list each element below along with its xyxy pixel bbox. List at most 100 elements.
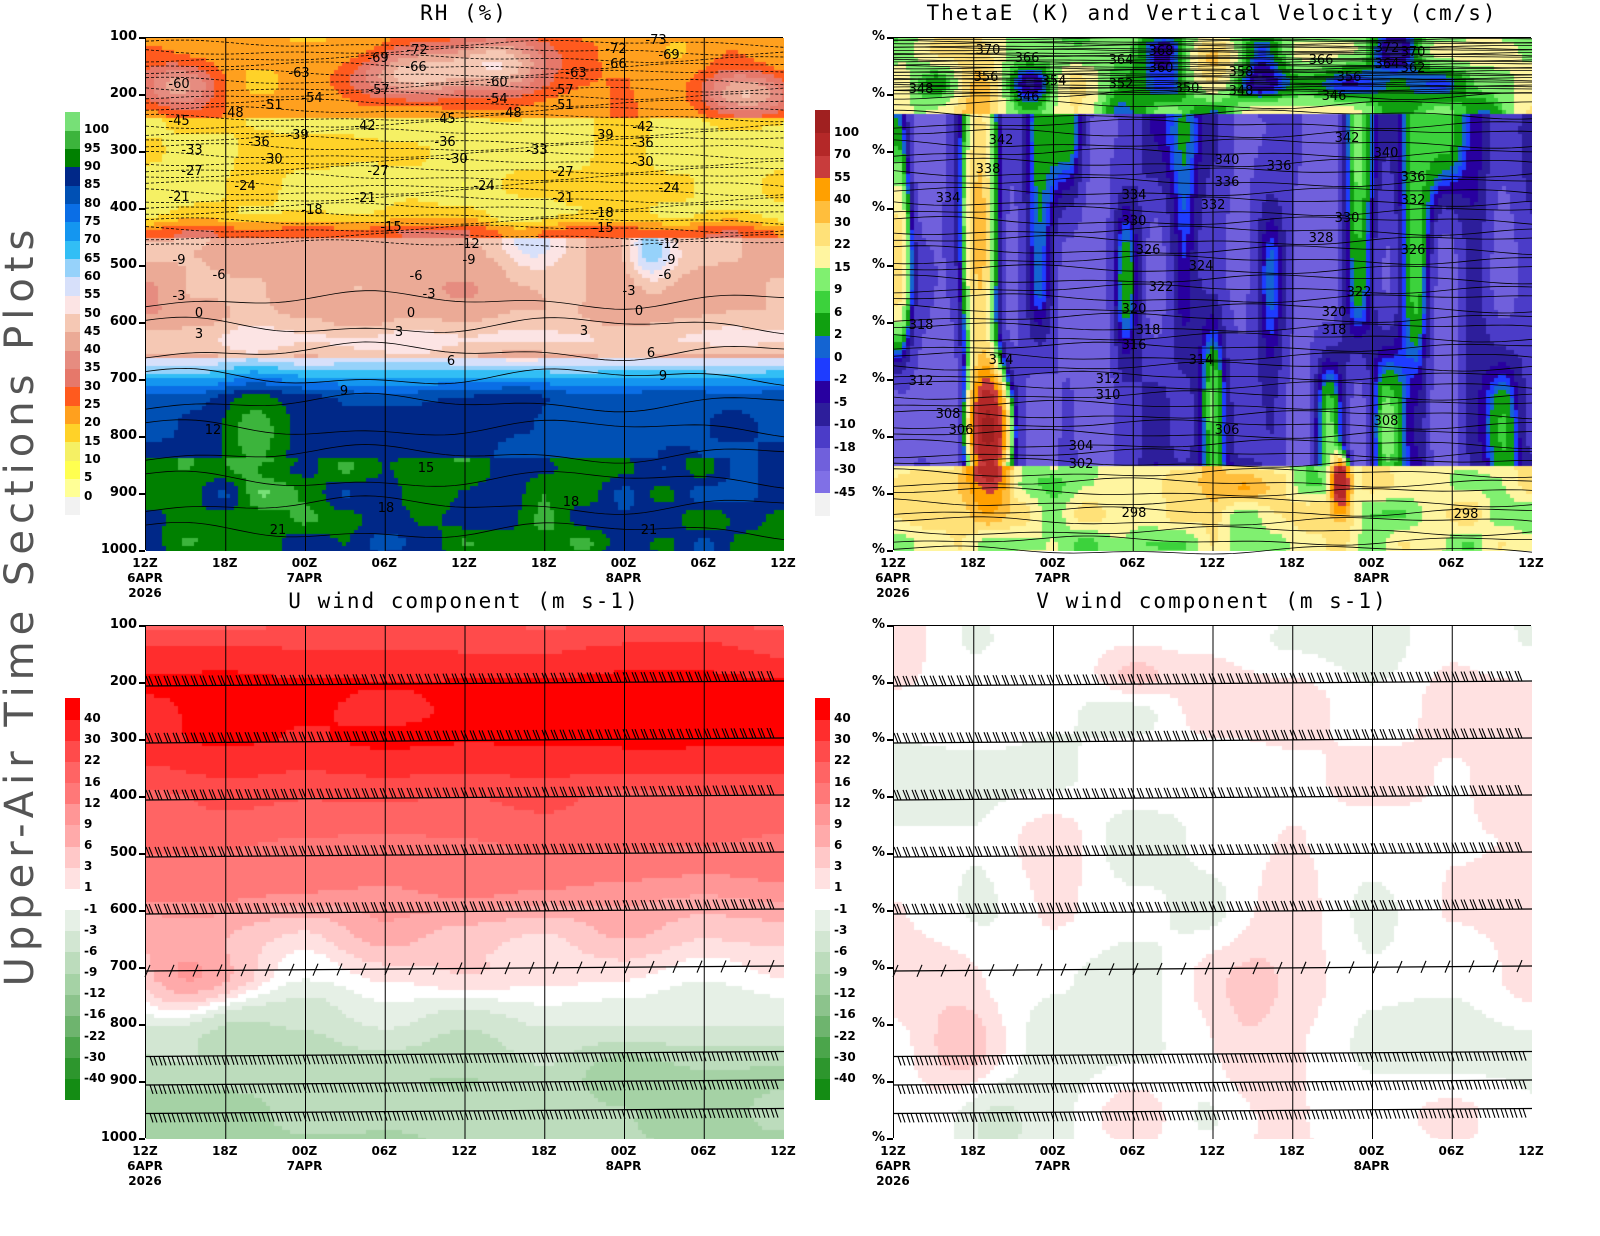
wind-barb [433, 673, 442, 684]
wind-barb [1487, 842, 1496, 853]
contour-line [145, 128, 785, 137]
wind-barb [893, 789, 902, 801]
wind-barb [154, 675, 163, 687]
contour-line [893, 439, 1533, 449]
wind-barb [1185, 1054, 1194, 1064]
wind-barb [1001, 902, 1010, 914]
wind-barb [1428, 1109, 1437, 1119]
wind-barb [1109, 674, 1118, 685]
wind-barb [1239, 1053, 1248, 1063]
wind-barb [730, 785, 739, 796]
wind-barb [1095, 1054, 1104, 1065]
wind-barb [893, 846, 902, 858]
wind-barb [194, 1112, 203, 1123]
wind-barb [987, 1084, 996, 1094]
wind-barb [194, 1084, 203, 1094]
colorbar-label: 55 [834, 169, 851, 184]
y-tick-mark [887, 208, 893, 210]
wind-barb [415, 901, 424, 913]
contour-line [893, 216, 1533, 225]
wind-barb [1325, 672, 1334, 683]
wind-barb [433, 901, 442, 912]
wind-barb [460, 673, 469, 684]
wind-barb [446, 1110, 455, 1121]
wind-barb [194, 1055, 203, 1066]
wind-barb [1311, 1081, 1320, 1091]
contour-label: 320 [1122, 302, 1147, 317]
y-tick-mark [139, 796, 145, 798]
wind-barb [1433, 671, 1442, 682]
contour-line [145, 113, 785, 123]
wind-barb [911, 903, 920, 915]
wind-barb [1041, 1112, 1050, 1122]
wind-barb [1095, 1111, 1104, 1122]
colorbar-label: 0 [834, 349, 843, 364]
wind-barb [622, 900, 631, 911]
contour-line [145, 341, 785, 362]
wind-barb [360, 963, 367, 976]
wind-barb [190, 675, 199, 686]
contour-line [893, 497, 1533, 508]
wind-barb [1010, 674, 1019, 686]
wind-barb [635, 1052, 644, 1062]
wind-barb [469, 787, 478, 798]
wind-barb [577, 729, 586, 740]
wind-barb [716, 1108, 725, 1119]
wind-barb [1302, 1053, 1311, 1063]
wind-barb [226, 903, 235, 914]
wind-barb [1383, 1052, 1392, 1062]
colorbar-label: 1 [834, 880, 843, 895]
contour-label: -63 [288, 66, 309, 81]
wind-barb [1446, 1108, 1455, 1119]
contour-label: -69 [367, 51, 388, 66]
wind-barb [1082, 845, 1091, 856]
colorbar-swatch [815, 824, 830, 847]
colorbar-swatch [815, 492, 830, 516]
wind-barb [1235, 673, 1244, 684]
wind-barb [1505, 784, 1514, 796]
wind-barb [325, 674, 334, 685]
wind-barb [947, 732, 956, 743]
y-tick-mark [887, 682, 893, 684]
colorbar-swatch [65, 698, 80, 720]
wind-barb [1491, 1080, 1500, 1090]
contour-line [145, 46, 785, 56]
wind-barb [577, 843, 586, 854]
wind-barb [694, 671, 703, 682]
wind-barb [316, 788, 325, 799]
wind-barb [1100, 674, 1109, 685]
wind-barb [951, 1055, 960, 1066]
wind-barb [1401, 1052, 1410, 1062]
contour-label: 352 [1109, 77, 1134, 92]
wind-barb [451, 730, 460, 741]
wind-barb [334, 845, 343, 856]
wind-barb [680, 1052, 689, 1062]
wind-barb [559, 729, 568, 740]
wind-barb [1396, 960, 1403, 974]
contour-label: 340 [1215, 153, 1240, 168]
wind-barb [1262, 729, 1271, 741]
wind-barb [433, 730, 442, 741]
wind-barb [969, 1084, 978, 1094]
wind-barb [942, 1112, 951, 1123]
wind-barb [902, 846, 911, 858]
wind-barb [1289, 729, 1298, 741]
colorbar-label: 9 [834, 816, 843, 831]
y-tick-label: % [871, 1073, 885, 1088]
contour-label: -51 [552, 98, 573, 113]
wind-barb [248, 1112, 257, 1122]
wind-barb [978, 1084, 987, 1094]
x-tick-time: 06Z [690, 1144, 716, 1158]
colorbar-swatch [815, 846, 830, 868]
contour-line [145, 165, 785, 174]
wind-barb [478, 730, 487, 741]
contour-line [893, 99, 1533, 110]
wind-barb [550, 843, 559, 854]
wind-barb [1068, 1111, 1077, 1122]
x-tick-date: 8APR [1353, 571, 1390, 585]
wind-barb [1392, 1080, 1401, 1091]
wind-barb [552, 961, 559, 974]
wind-barb [523, 672, 532, 684]
wind-barb [1217, 787, 1226, 798]
wind-barb [1055, 674, 1064, 685]
